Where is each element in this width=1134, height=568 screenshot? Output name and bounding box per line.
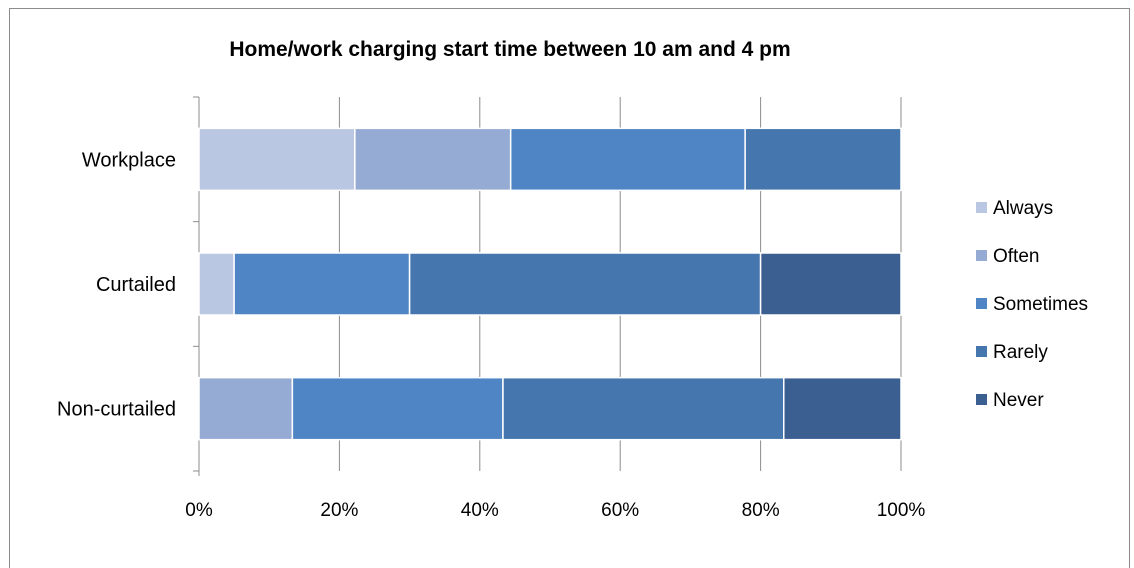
legend-label: Rarely [993,342,1048,363]
bar-always-curtailed [198,252,235,316]
tick-labels: 0% 20% 40% 60% 80% 100% [185,500,925,521]
bar-rarely-non-curtailed [502,376,785,441]
legend-item-often: Often [976,246,1039,267]
category-label: Workplace [82,149,176,171]
legend-swatch [976,202,987,213]
bars [198,127,902,441]
bar-sometimes-curtailed [233,252,411,316]
x-tick-label: 80% [742,500,780,521]
legend-label: Always [993,198,1053,219]
legend-swatch [976,346,987,357]
category-label: Curtailed [96,274,176,296]
legend-swatch [976,298,987,309]
legend-item-always: Always [976,198,1053,219]
legend-label: Never [993,390,1044,411]
bar-sometimes-workplace [509,127,746,192]
chart: Home/work charging start time between 10… [57,38,1088,521]
bar-rarely-workplace [744,127,902,192]
category-labels: Workplace Curtailed Non-curtailed [57,149,176,420]
bar-never-non-curtailed [783,376,902,441]
chart-title: Home/work charging start time between 10… [229,38,790,61]
legend-label: Sometimes [993,294,1088,315]
x-tick-label: 40% [461,500,499,521]
legend-item-rarely: Rarely [976,342,1048,363]
legend-label: Often [993,246,1039,267]
x-tick-label: 60% [601,500,639,521]
bar-often-non-curtailed [198,376,294,441]
x-tick-label: 100% [877,500,926,521]
legend-item-never: Never [976,390,1044,411]
category-label: Non-curtailed [57,399,176,421]
bar-always-workplace [198,127,356,192]
legend-swatch [976,394,987,405]
legend-swatch [976,250,987,261]
bar-rarely-curtailed [408,252,762,316]
legend-item-sometimes: Sometimes [976,294,1088,315]
axes [193,96,200,476]
bar-often-workplace [354,127,512,192]
bar-sometimes-non-curtailed [291,376,504,441]
bar-never-curtailed [759,252,902,316]
x-tick-label: 20% [320,500,358,521]
legend: Always Often Sometimes Rarely Never [976,198,1088,411]
x-tick-label: 0% [185,500,213,521]
